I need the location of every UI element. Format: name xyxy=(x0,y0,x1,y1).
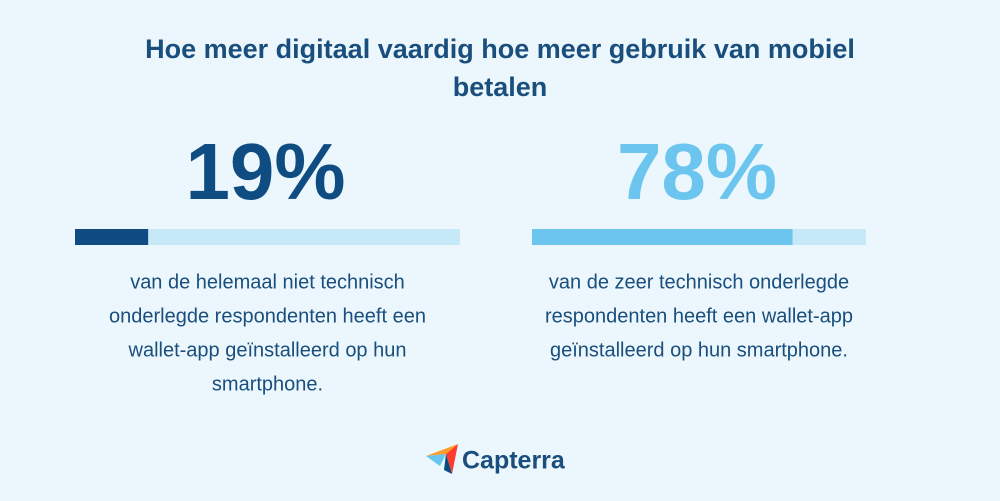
description: smartphone. xyxy=(212,373,323,395)
bar xyxy=(532,229,793,245)
bar-track xyxy=(75,229,460,245)
logo-text: Capterra xyxy=(462,447,566,475)
description: van de zeer technisch onderlegde xyxy=(549,271,849,293)
big-value: 19% xyxy=(185,127,345,216)
title: betalen xyxy=(453,72,548,102)
description: respondenten heeft een wallet-app xyxy=(545,305,853,327)
title: Hoe meer digitaal vaardig hoe meer gebru… xyxy=(145,34,855,64)
logo-icon xyxy=(426,444,458,474)
description: onderlegde respondenten heeft een xyxy=(109,305,426,327)
bar xyxy=(75,229,149,245)
description: wallet-app geïnstalleerd op hun xyxy=(128,339,407,361)
description: van de helemaal niet technisch xyxy=(130,271,405,293)
description: geïnstalleerd op hun smartphone. xyxy=(550,339,848,361)
big-value: 78% xyxy=(617,127,777,216)
